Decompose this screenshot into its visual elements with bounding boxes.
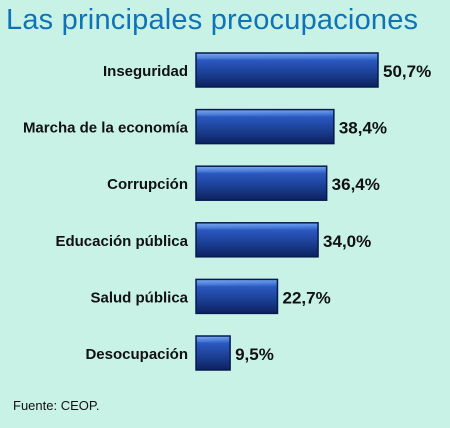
bar-highlight — [197, 337, 230, 342]
value-label: 34,0% — [323, 232, 371, 251]
bar-highlight — [197, 54, 377, 59]
bar-group: Salud pública 22,7% — [90, 278, 331, 315]
bar-group: Educación pública 34,0% — [55, 222, 371, 258]
value-label: 36,4% — [332, 175, 380, 194]
bar-group: Corrupción 36,4% — [107, 165, 380, 201]
bar-group: Marcha de la economía 38,4% — [23, 108, 387, 145]
value-label: 38,4% — [339, 119, 387, 138]
chart-title: Las principales preocupaciones — [6, 4, 419, 36]
bar-highlight — [197, 223, 318, 229]
bar-highlight — [197, 110, 333, 116]
value-label: 9,5% — [235, 345, 274, 364]
category-label: Corrupción — [107, 176, 188, 193]
source-note: Fuente: CEOP. — [13, 398, 100, 413]
value-label: 22,7% — [282, 288, 330, 307]
category-label: Salud pública — [90, 289, 188, 306]
bar-highlight — [197, 280, 277, 286]
category-label: Inseguridad — [103, 63, 188, 80]
category-label: Desocupación — [85, 346, 188, 363]
bars-layer: Inseguridad 50,7% Marcha de la economía 38,… — [23, 52, 431, 371]
bar-group: Inseguridad 50,7% — [103, 52, 431, 88]
value-label: 50,7% — [383, 62, 431, 81]
category-label: Educación pública — [55, 233, 188, 250]
category-label: Marcha de la economía — [23, 120, 189, 137]
bar-group: Desocupación 9,5% — [85, 335, 274, 371]
bar-highlight — [197, 167, 326, 173]
